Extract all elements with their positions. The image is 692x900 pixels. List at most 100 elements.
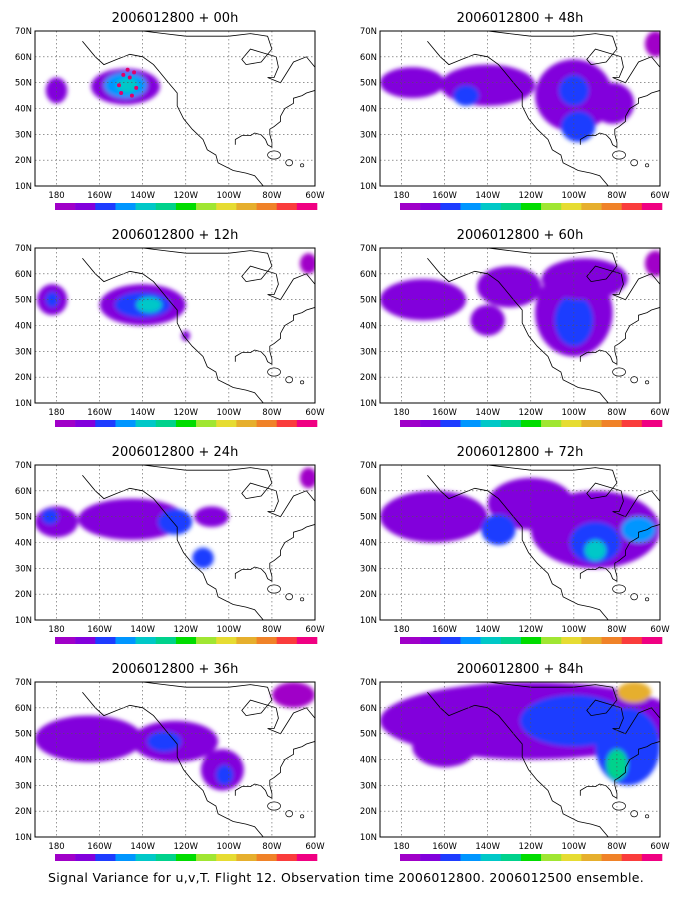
lon-tick-label: 180 <box>48 842 64 852</box>
variance-contour <box>271 682 315 708</box>
map-frame <box>34 30 316 187</box>
lon-tick-label: 100W <box>562 625 587 635</box>
colorbar-swatch <box>155 637 177 644</box>
lat-tick-label: 70N <box>15 461 32 471</box>
lat-tick-label: 10N <box>360 833 377 843</box>
panel-title: 2006012800 + 00h <box>112 11 239 26</box>
colorbar-swatch <box>296 420 318 427</box>
colorbar-swatch <box>276 420 298 427</box>
lat-tick-label: 10N <box>15 616 32 626</box>
colorbar-swatch <box>500 203 522 210</box>
lat-tick-label: 60N <box>360 53 377 63</box>
coastline <box>487 248 660 301</box>
lon-tick-label: 60W <box>305 842 325 852</box>
coastline <box>579 741 660 800</box>
lat-tick-label: 60N <box>15 704 32 714</box>
panel-title: 2006012800 + 60h <box>457 228 584 243</box>
colorbar-swatch <box>541 420 562 427</box>
figure-caption: Signal Variance for u,v,T. Flight 12. Ob… <box>47 870 645 885</box>
variance-contour <box>299 253 315 274</box>
lon-tick-label: 140W <box>475 408 500 418</box>
coastline <box>234 307 315 366</box>
variance-contour <box>453 85 480 106</box>
panel-title: 2006012800 + 36h <box>112 662 239 677</box>
variance-contour <box>560 111 596 143</box>
panel-title: 2006012800 + 24h <box>112 445 239 460</box>
colorbar-swatch <box>641 637 663 644</box>
variance-contour <box>78 498 186 540</box>
variance-contour <box>591 82 635 124</box>
colorbar-swatch <box>175 637 197 644</box>
lat-tick-label: 70N <box>15 27 32 37</box>
lon-tick-label: 60W <box>305 408 325 418</box>
island <box>285 376 293 384</box>
lat-tick-label: 40N <box>15 105 32 115</box>
colorbar-swatch <box>55 420 76 427</box>
lon-tick-label: 60W <box>650 191 670 201</box>
colorbar-swatch <box>135 420 157 427</box>
lat-tick-label: 40N <box>15 756 32 766</box>
lat-tick-label: 50N <box>360 79 377 89</box>
lon-tick-label: 120W <box>173 191 198 201</box>
lat-tick-label: 40N <box>360 756 377 766</box>
island <box>285 159 293 167</box>
map-chart: 2006012800 + 60h 70N 60N 50N 40N 30N 20N 10N 180… <box>360 228 670 427</box>
coastline <box>142 31 315 84</box>
colorbar-swatch <box>115 637 136 644</box>
colorbar-swatch <box>420 854 441 861</box>
lat-tick-label: 60N <box>15 487 32 497</box>
panel-title: 2006012800 + 12h <box>112 228 239 243</box>
lon-tick-label: 60W <box>305 625 325 635</box>
map-frame <box>379 30 661 187</box>
lon-tick-label: 80W <box>607 625 627 635</box>
colorbar-swatch <box>420 637 441 644</box>
colorbar-swatch <box>135 637 157 644</box>
lat-tick-label: 20N <box>360 807 377 817</box>
lon-tick-label: 80W <box>262 625 282 635</box>
lat-tick-label: 50N <box>360 513 377 523</box>
variance-contour <box>157 508 193 535</box>
lon-tick-label: 100W <box>562 191 587 201</box>
map-chart: 2006012800 + 36h 70N 60N 50N 40N 30N 20N 10N 180… <box>15 662 325 861</box>
lat-tick-label: 10N <box>15 182 32 192</box>
lon-tick-label: 160W <box>87 842 112 852</box>
colorbar-swatch <box>581 203 602 210</box>
observation-marker <box>121 72 126 77</box>
island <box>300 597 305 602</box>
colorbar-swatch <box>216 854 237 861</box>
colorbar-swatch <box>480 854 502 861</box>
island <box>645 380 650 385</box>
colorbar-swatch <box>400 203 421 210</box>
island <box>630 376 638 384</box>
coastline <box>234 90 315 149</box>
variance-contour <box>481 514 516 546</box>
colorbar-swatch <box>500 637 522 644</box>
lon-tick-label: 180 <box>48 625 64 635</box>
map-frame <box>379 681 661 838</box>
observation-marker <box>132 70 137 75</box>
colorbar-swatch <box>400 854 421 861</box>
island <box>645 814 650 819</box>
colorbar-swatch <box>296 203 318 210</box>
map-chart: 2006012800 + 24h 70N 60N 50N 40N 30N 20N 10N 180… <box>15 445 325 644</box>
coastline <box>234 741 315 800</box>
map-panel: 2006012800 + 00h 70N 60N 50N 40N 30N 20N 10N 180… <box>0 0 340 210</box>
observation-marker <box>134 85 139 90</box>
colorbar-swatch <box>196 854 217 861</box>
lon-tick-label: 100W <box>217 625 242 635</box>
colorbar-swatch <box>55 637 76 644</box>
island <box>612 801 626 811</box>
lon-tick-label: 120W <box>173 842 198 852</box>
colorbar-swatch <box>400 420 421 427</box>
colorbar-swatch <box>256 854 277 861</box>
lon-tick-label: 180 <box>393 191 409 201</box>
coastline <box>234 524 315 583</box>
colorbar-swatch <box>621 637 643 644</box>
lon-tick-label: 60W <box>305 191 325 201</box>
lat-tick-label: 40N <box>15 539 32 549</box>
observation-marker <box>119 91 124 95</box>
coastline <box>142 465 315 518</box>
lat-tick-label: 20N <box>15 807 32 817</box>
lon-tick-label: 160W <box>87 191 112 201</box>
map-frame <box>379 464 661 621</box>
